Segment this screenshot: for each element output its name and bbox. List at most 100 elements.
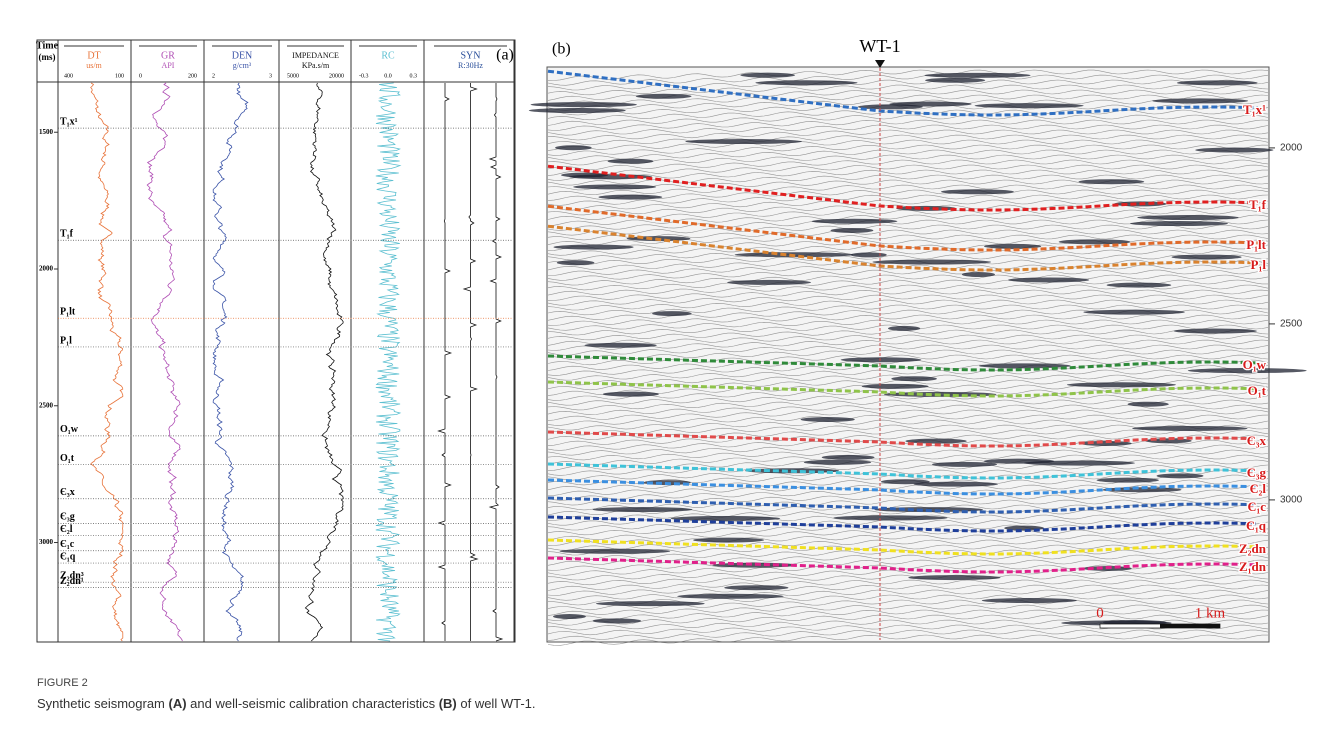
seismic-event (740, 72, 796, 78)
seismic-event (961, 272, 996, 278)
seismic-event (555, 145, 592, 151)
seismic-wiggle (547, 409, 1269, 421)
horizon (547, 515, 1259, 533)
seismic-event (693, 537, 764, 543)
track-name: SYN (460, 50, 480, 61)
seismic-wiggle (547, 484, 1269, 496)
horizon-label: P₁lt (1246, 237, 1266, 252)
seismic-wiggle (548, 349, 1269, 361)
seismic-wiggle (547, 219, 1269, 231)
seismic-wiggle (547, 314, 1269, 326)
log-curve (90, 82, 124, 642)
panel-a-frame (36, 39, 516, 643)
horizon-label: Є₁c (1248, 499, 1267, 514)
formation-label: P₁lt (60, 307, 76, 318)
horizon (547, 354, 1259, 372)
seismic-event (981, 598, 1077, 604)
seismic-wiggle (547, 559, 1269, 571)
seismic-event (607, 158, 654, 164)
seismic-wiggle (547, 139, 1269, 151)
scale-label: 200 (188, 73, 197, 79)
seismic-wiggle (547, 224, 1269, 236)
well-marker (875, 60, 885, 68)
seismic-event (1130, 221, 1228, 227)
syn-trace (437, 83, 453, 641)
track-name: IMPEDANCE (292, 51, 339, 60)
y-tick-label: 1500 (39, 128, 54, 136)
scale-label: 100 (115, 73, 124, 79)
seismic-wiggle (547, 434, 1269, 446)
y-tick-label: 2000 (1280, 143, 1303, 154)
formation-label: T₁f (60, 229, 74, 240)
seismic-wiggle (547, 634, 1268, 646)
horizon-label: Z₂dn (1239, 541, 1267, 556)
scale-label: 20000 (329, 73, 344, 79)
seismic-event (1132, 425, 1248, 431)
horizon (547, 69, 1259, 117)
seismic-event (931, 461, 998, 467)
seismic-wiggle (547, 129, 1269, 141)
seismic-event (908, 575, 1001, 581)
formation-label: Є₃g (60, 512, 75, 523)
seismic-wiggle (547, 544, 1269, 556)
log-curve (304, 82, 344, 642)
seismic-wiggle (547, 269, 1269, 281)
seismic-event (850, 252, 887, 258)
syn-trace (488, 83, 504, 642)
scale-label: 0 (1096, 605, 1104, 621)
seismic-wiggle (547, 444, 1269, 456)
y-tick-label: 3000 (39, 538, 54, 546)
seismic-wiggle (547, 94, 1269, 106)
seismic-event (727, 279, 812, 285)
horizon (547, 478, 1259, 496)
scale-label: 0 (139, 73, 142, 79)
panel-b-frame (546, 66, 1270, 643)
seismic-event (940, 189, 1014, 195)
panel-label: (b) (552, 41, 571, 58)
track-unit: R:30Hz (458, 61, 483, 70)
seismic-event (1066, 382, 1176, 388)
seismic-wiggle (547, 69, 1269, 81)
seismic-wiggle (547, 574, 1269, 586)
formation-label: Є₁q (60, 551, 76, 562)
seismic-wiggle (547, 449, 1269, 461)
seismic-event (1176, 80, 1258, 86)
seismic-wiggle (547, 179, 1269, 191)
seismic-wiggle (547, 579, 1269, 591)
track-name: RC (381, 50, 395, 61)
y-tick-label: 2000 (39, 265, 54, 273)
seismic-event (1137, 215, 1239, 221)
seismic-wiggle (547, 194, 1269, 206)
seismic-event (1152, 98, 1249, 104)
seismic-wiggle (547, 519, 1269, 531)
horizon-label: T₁x¹ (1243, 102, 1266, 117)
seismic-wiggle (547, 604, 1269, 616)
seismic-wiggle (547, 74, 1269, 86)
horizon (547, 556, 1259, 574)
seismic-wiggle (547, 149, 1269, 161)
horizon-label: O₁w (1243, 357, 1267, 372)
seismic-event (905, 438, 967, 444)
seismic-event (724, 585, 789, 591)
seismic-wiggle (547, 419, 1269, 431)
seismic-event (840, 357, 922, 363)
horizon-label: Є₃x (1247, 433, 1267, 448)
seismic-event (598, 194, 663, 200)
seismic-wiggle (547, 369, 1269, 381)
horizon-label: P₁l (1251, 257, 1267, 272)
formation-label: Є₃x (60, 487, 75, 498)
seismic-event (584, 342, 657, 348)
seismic-event (1195, 147, 1274, 153)
seismic-event (924, 72, 1031, 78)
scale-label: 0.0 (384, 73, 392, 79)
seismic-wiggle (547, 609, 1269, 621)
formation-label: T₁x¹ (60, 116, 78, 127)
seismic-wiggle (547, 589, 1269, 601)
track-unit: us/m (86, 61, 102, 70)
log-curve (146, 82, 183, 642)
seismic-event (1187, 368, 1307, 374)
formation-label: Є₁c (60, 539, 75, 550)
horizon (547, 538, 1259, 556)
horizon-label: Є₁q (1246, 518, 1267, 533)
horizon-label: T₁f (1249, 197, 1267, 212)
